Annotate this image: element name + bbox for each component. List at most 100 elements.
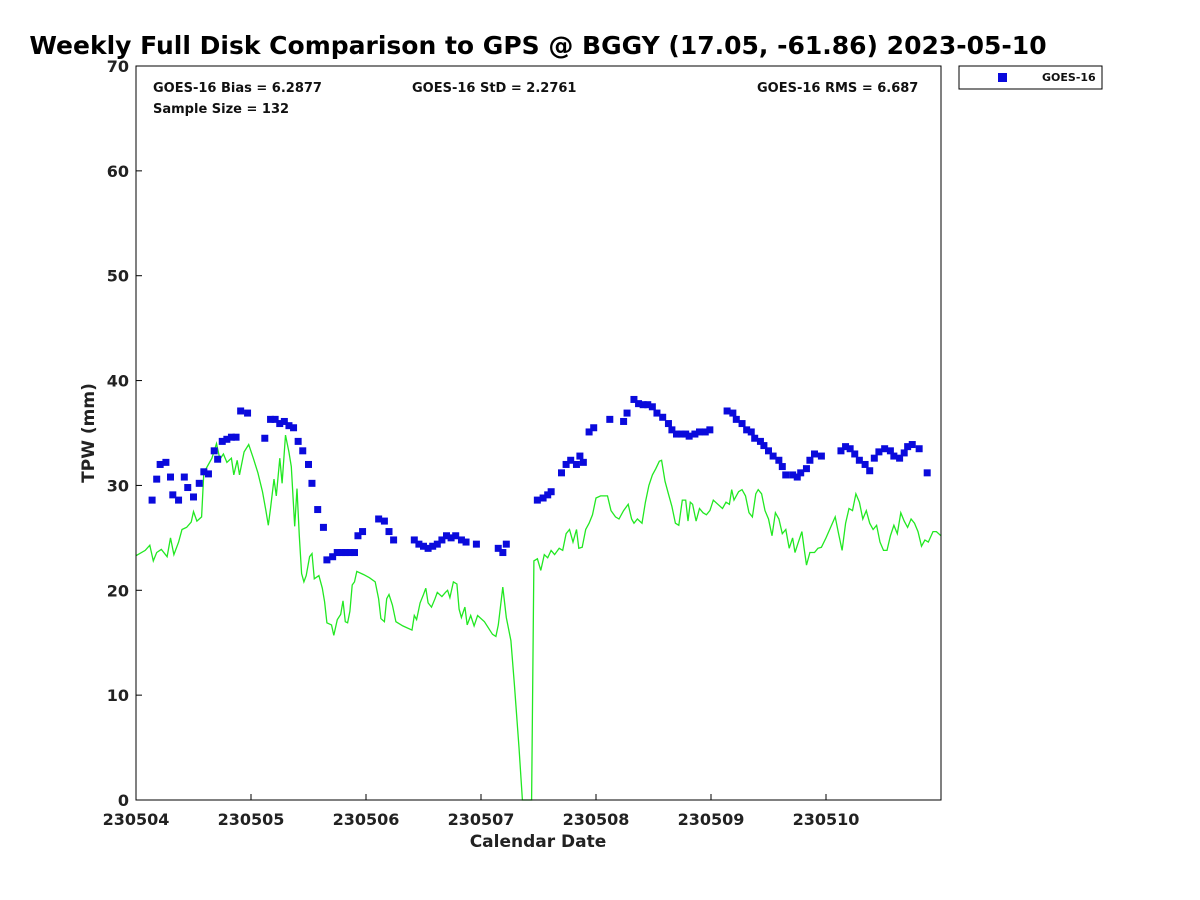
goes-16-data-point (664, 420, 672, 428)
goes-16-data-point (227, 433, 235, 441)
goes-16-data-point (590, 424, 598, 432)
goes-16-data-point (842, 443, 850, 451)
goes-16-data-point (424, 544, 432, 552)
goes-16-data-point (285, 422, 293, 430)
goes-16-data-point (904, 443, 912, 451)
goes-16-data-point (635, 400, 643, 408)
goes-16-data-point (429, 542, 437, 550)
goes-16-data-point (148, 496, 156, 504)
y-tick-label: 30 (107, 476, 129, 495)
goes-16-data-point (778, 463, 786, 471)
goes-16-data-point (214, 455, 222, 463)
goes-16-data-point (738, 420, 746, 428)
goes-16-data-point (802, 465, 810, 473)
goes-16-data-point (562, 460, 570, 468)
goes-16-data-point (732, 415, 740, 423)
goes-16-data-point (223, 435, 231, 443)
goes-16-data-point (866, 467, 874, 475)
goes-16-data-point (195, 479, 203, 487)
goes-16-data-point (218, 437, 226, 445)
legend-marker-goes-16 (998, 73, 1007, 82)
goes-16-data-point (180, 473, 188, 481)
x-tick-label: 230508 (563, 810, 630, 829)
goes-16-data-point (299, 447, 307, 455)
goes-16-data-point (567, 456, 575, 464)
goes-16-data-point (380, 517, 388, 525)
goes-16-data-point (547, 488, 555, 496)
goes-16-data-point (706, 426, 714, 434)
goes-16-data-point (677, 430, 685, 438)
goes-16-data-point (723, 407, 731, 415)
goes-16-data-point (789, 471, 797, 479)
goes-16-data-point (200, 468, 208, 476)
goes-16-data-point (572, 460, 580, 468)
goes-16-data-point (639, 401, 647, 409)
goes-16-data-point (280, 417, 288, 425)
goes-16-data-point (271, 415, 279, 423)
plot-area (135, 65, 942, 801)
goes-16-data-point (915, 445, 923, 453)
goes-16-data-point (390, 536, 398, 544)
goes-16-data-point (806, 456, 814, 464)
x-axis-label: Calendar Date (470, 832, 607, 852)
goes-16-data-point (162, 458, 170, 466)
goes-16-data-point (751, 434, 759, 442)
goes-16-data-point (167, 473, 174, 481)
goes-16-data-point (341, 549, 349, 557)
goes-16-data-point (452, 532, 460, 540)
goes-16-data-point (653, 409, 661, 417)
goes-16-data-point (890, 452, 898, 460)
y-tick-label: 50 (107, 267, 129, 286)
goes-16-data-point (261, 434, 269, 442)
goes-16-data-point (204, 470, 212, 478)
goes-16-data-point (190, 493, 197, 501)
y-tick-label: 20 (107, 581, 129, 600)
goes-16-data-point (558, 469, 565, 477)
gps-series-layer (135, 434, 942, 801)
goes-16-data-point (184, 484, 192, 492)
goes-16-data-point (817, 452, 825, 460)
goes-16-data-point (438, 536, 446, 544)
goes-16-data-point (900, 449, 908, 457)
goes-16-data-point (351, 549, 358, 557)
sample-size-stat: Sample Size = 132 (153, 102, 289, 117)
chart-title: Weekly Full Disk Comparison to GPS @ BGG… (29, 31, 1046, 60)
goes-16-data-point (896, 454, 904, 462)
goes-16-data-point (606, 415, 614, 423)
goes-16-data-point (875, 448, 883, 456)
goes-16-data-point (375, 515, 383, 523)
goes-16-data-point (323, 556, 331, 564)
goes-16-data-point (644, 401, 652, 409)
goes-16-data-point (359, 528, 367, 536)
x-tick-label: 230509 (678, 810, 745, 829)
goes-16-data-point (811, 450, 818, 458)
std-stat: GOES-16 StD = 2.2761 (412, 81, 576, 96)
goes-16-data-point (329, 553, 337, 561)
goes-16-data-point (861, 460, 869, 468)
goes-16-data-point (169, 491, 177, 499)
legend-label-goes-16: GOES-16 (1042, 71, 1096, 84)
goes-16-data-point (691, 430, 699, 438)
goes-16-data-point (769, 452, 777, 460)
axes-frame (135, 65, 942, 801)
goes-16-data-point (668, 426, 676, 434)
goes-16-data-point (576, 452, 584, 460)
goes-16-data-point (775, 456, 783, 464)
goes-16-data-point (305, 460, 312, 468)
goes-16-data-point (851, 450, 859, 458)
goes-16-data-point (502, 540, 510, 548)
goes-16-data-point (244, 409, 252, 417)
goes-16-data-point (908, 441, 916, 449)
y-axis-ticks: 0 10 20 30 40 50 60 70 (107, 57, 142, 810)
goes-16-data-point (923, 469, 931, 477)
x-tick-label: 230505 (218, 810, 285, 829)
goes-16-data-point (659, 413, 667, 421)
goes-16-data-point (886, 447, 894, 455)
goes-16-data-point (415, 540, 423, 548)
goes-16-data-point (346, 549, 354, 557)
x-tick-label: 230510 (793, 810, 860, 829)
goes-16-data-point (267, 415, 275, 423)
goes-16-data-point (385, 528, 393, 536)
rms-stat: GOES-16 RMS = 6.687 (757, 81, 918, 96)
